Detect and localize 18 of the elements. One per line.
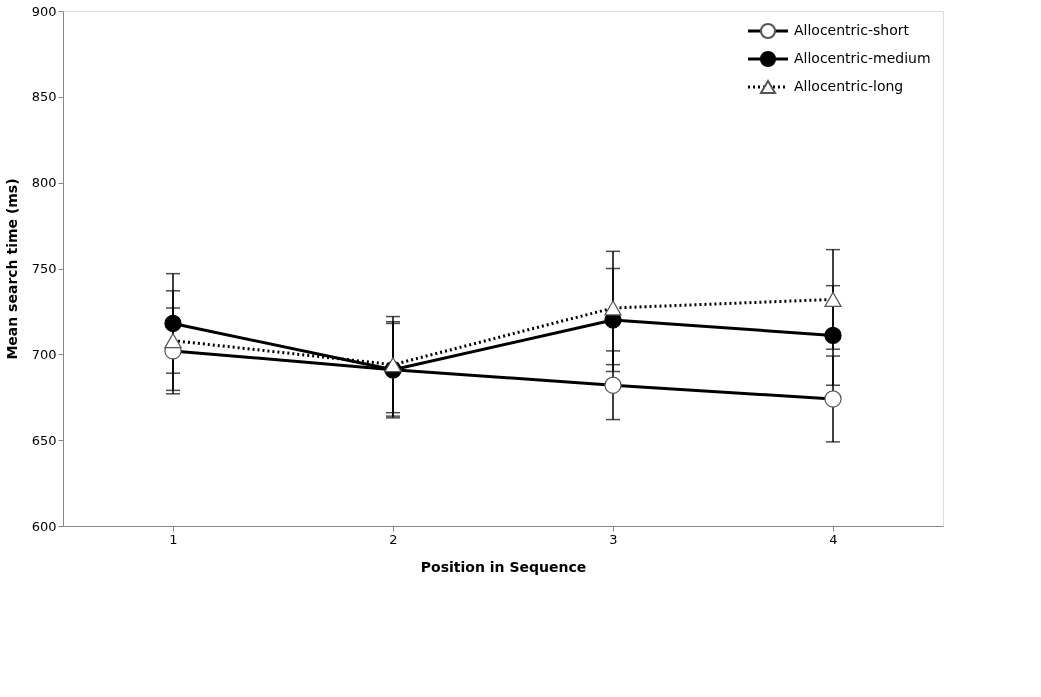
x-tick-label: 4	[829, 531, 838, 547]
y-tick-label: 800	[31, 175, 57, 191]
y-tick-label: 700	[31, 346, 57, 362]
legend-label: Allocentric-medium	[794, 50, 931, 66]
point	[164, 314, 182, 333]
y-tick-label: 750	[31, 261, 57, 276]
y-axis-title: Mean search time (ms)	[3, 178, 20, 360]
x-axis-title: Position in Sequence	[420, 558, 587, 575]
legend-label: Allocentric-long	[794, 78, 904, 94]
x-tick-label: 3	[609, 531, 618, 547]
y-tick-label: 650	[31, 432, 57, 448]
y-tick-label: 600	[31, 518, 57, 534]
y-tick-label: 850	[31, 89, 57, 105]
legend-label: Allocentric-short	[794, 22, 910, 38]
x-tick-label: 1	[169, 531, 178, 547]
point	[824, 326, 842, 345]
x-tick-label: 2	[389, 531, 398, 547]
y-tick-label: 900	[31, 3, 57, 19]
